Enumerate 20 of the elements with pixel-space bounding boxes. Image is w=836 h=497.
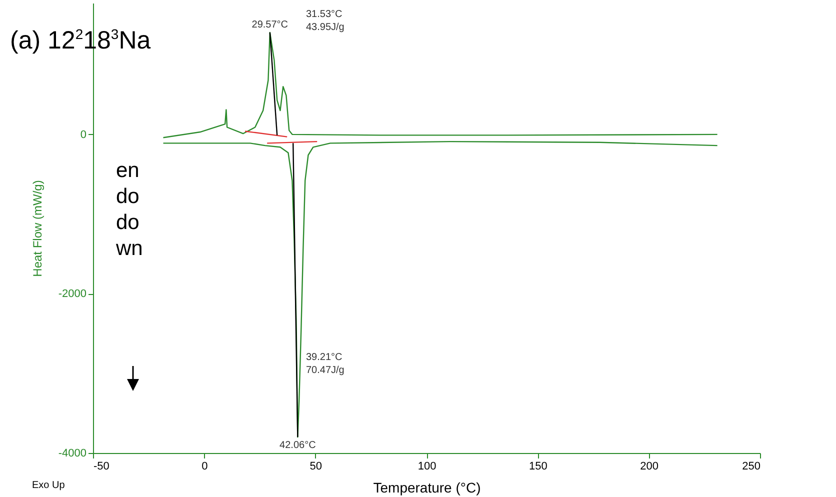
- annotation: 29.57°C: [252, 19, 288, 30]
- x-tick-label: 250: [742, 460, 760, 472]
- x-tick-label: 50: [310, 460, 322, 472]
- annotation: 31.53°C 43.95J/g: [306, 8, 344, 34]
- annotation: 42.06°C: [280, 440, 316, 452]
- x-tick-label: 100: [418, 460, 436, 472]
- line-series: [162, 140, 718, 438]
- x-tick-label: -50: [94, 460, 110, 472]
- annotation: en do do wn: [116, 158, 143, 262]
- x-tick-label: 0: [202, 460, 208, 472]
- line-series: [162, 32, 718, 138]
- text: Exo Up: [32, 480, 65, 491]
- x-tick-label: 150: [528, 460, 548, 472]
- y-axis-title: Heat Flow (mW/g): [30, 180, 44, 277]
- x-axis-title: Temperature (°C): [373, 480, 481, 496]
- y-tick-label: 0: [80, 128, 86, 141]
- annotation: 39.21°C 70.47J/g: [306, 351, 344, 377]
- x-tick-label: 200: [640, 460, 659, 472]
- y-tick-label: -4000: [58, 448, 86, 460]
- y-tick-label: -2000: [58, 288, 86, 300]
